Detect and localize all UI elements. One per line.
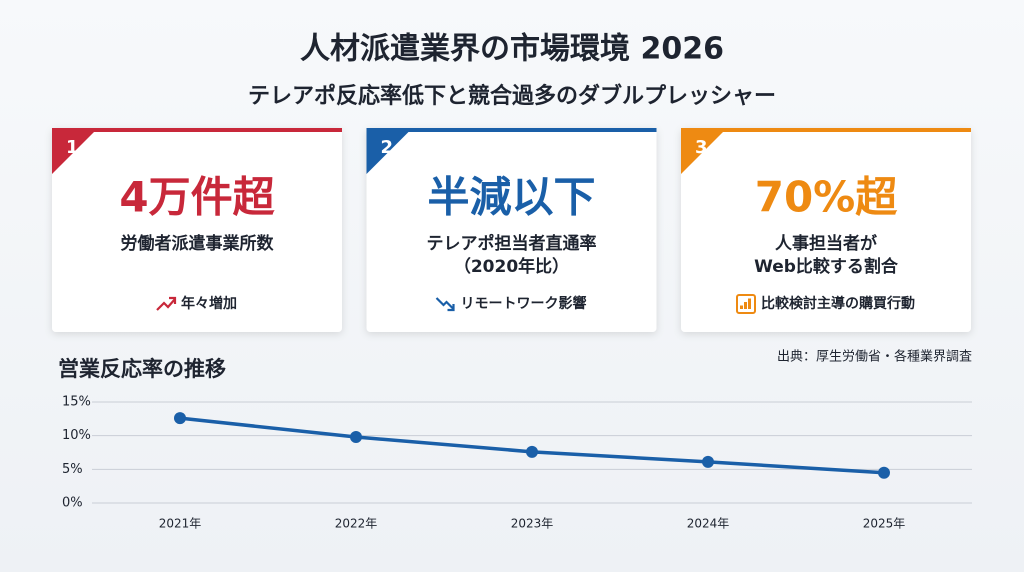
card-top-border [52, 128, 342, 132]
x-tick-label: 2023年 [511, 517, 554, 531]
subtitle: テレアポ反応率低下と競合過多のダブルプレッシャー [248, 83, 776, 109]
card-top-border [366, 128, 657, 132]
y-tick-label: 15% [62, 395, 91, 410]
card-headline: 半減以下 [427, 173, 595, 222]
point [526, 445, 538, 458]
chart-icon-bar [744, 302, 747, 309]
x-tick-label: 2022年 [335, 517, 378, 531]
point [350, 431, 362, 444]
card-headline: 4万件超 [119, 173, 275, 222]
card-label: （2020年比） [454, 256, 569, 277]
card-corner [366, 128, 413, 174]
card-box [52, 128, 342, 332]
y-tick-label: 10% [62, 428, 91, 443]
down-icon-head [447, 304, 455, 312]
source: 出典：厚生労働省・各種業界調査 [777, 349, 972, 365]
card-number: 2 [381, 137, 394, 158]
card-note: リモートワーク影響 [461, 295, 587, 312]
card-label: Web比較する割合 [754, 256, 899, 277]
card-label: 労働者派遣事業所数 [121, 233, 275, 254]
card-box [681, 128, 971, 332]
down-icon [435, 297, 455, 310]
card-number: 3 [695, 137, 708, 158]
chart-icon-bar [740, 305, 743, 309]
y-tick-label: 5% [62, 462, 83, 477]
y-tick-label: 0% [62, 496, 83, 511]
card-corner [681, 128, 727, 174]
chart-icon-bar [748, 298, 751, 309]
chart-title: 営業反応率の推移 [58, 357, 226, 381]
card-number: 1 [66, 137, 79, 158]
point [174, 412, 186, 425]
card-note: 年々増加 [181, 295, 237, 312]
card-top-border [681, 128, 971, 132]
card-label: テレアポ担当者直通率 [427, 233, 597, 254]
trend-icon-head [169, 296, 177, 304]
trend-icon [156, 298, 176, 311]
card-headline: 70%超 [755, 173, 899, 222]
x-tick-label: 2024年 [687, 517, 730, 531]
card-corner [52, 128, 98, 174]
point [878, 466, 890, 479]
title: 人材派遣業界の市場環境 2026 [300, 32, 724, 67]
card-note: 比較検討主導の購買行動 [761, 295, 915, 312]
point [702, 455, 714, 468]
card-box [366, 128, 657, 332]
x-tick-label: 2025年 [863, 517, 906, 531]
x-tick-label: 2021年 [159, 517, 202, 531]
card-label: 人事担当者が [775, 233, 877, 254]
